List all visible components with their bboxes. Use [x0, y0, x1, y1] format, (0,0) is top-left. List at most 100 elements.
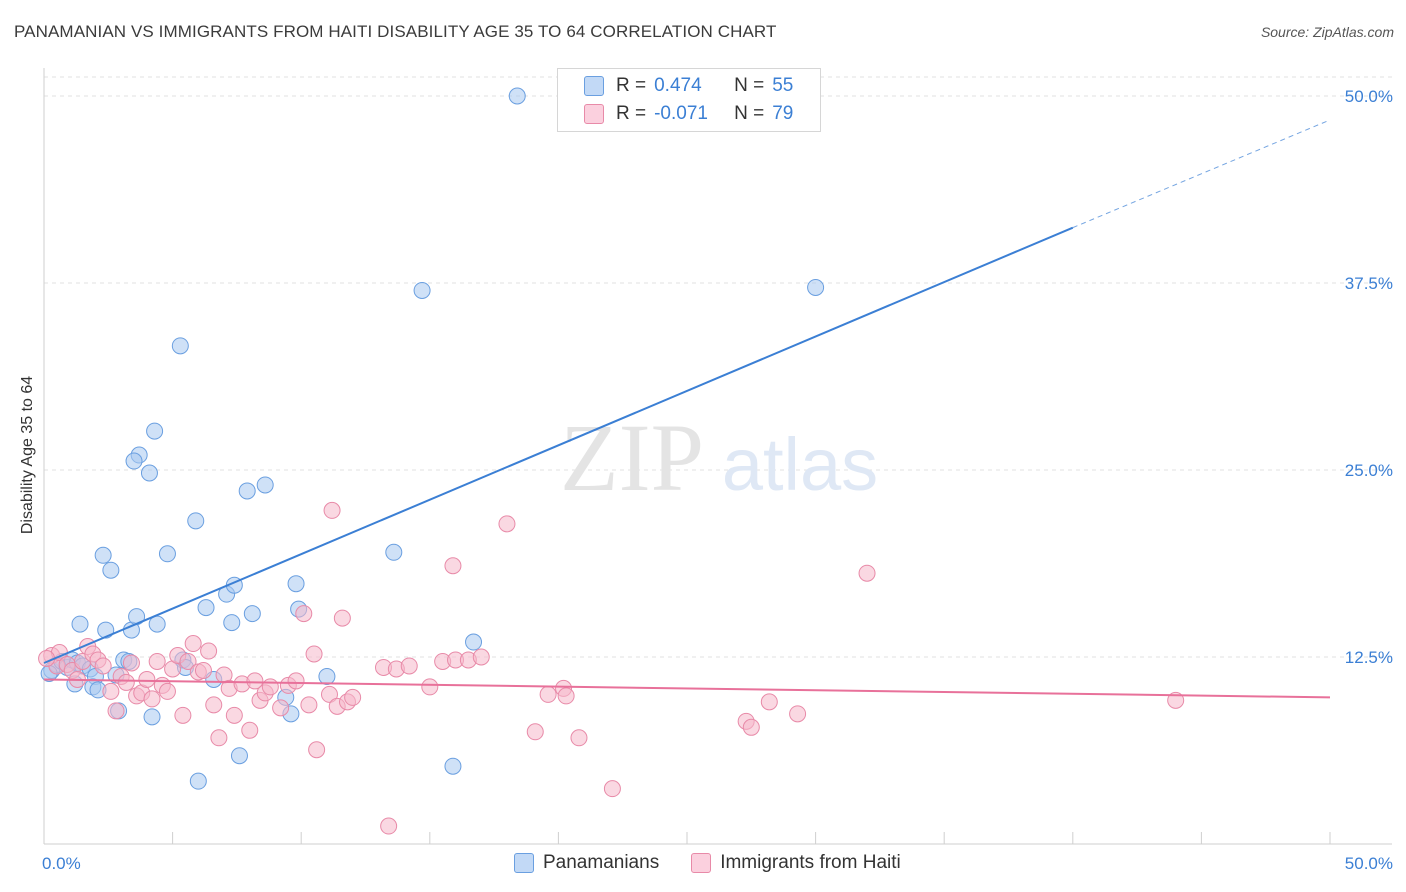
data-point	[557, 687, 575, 705]
y-axis-label: Disability Age 35 to 64	[19, 375, 36, 535]
data-point	[444, 757, 462, 775]
trend-extension-panamanians	[1072, 119, 1331, 229]
watermark: ZIP atlas	[560, 404, 878, 511]
data-point	[472, 648, 490, 666]
data-point	[194, 661, 212, 679]
legend-item-panamanians: Panamanians	[514, 852, 659, 874]
legend-row-haiti: R = -0.071 N = 79	[584, 102, 793, 126]
data-point	[261, 678, 279, 696]
legend-row-panamanians: R = 0.474 N = 55	[584, 74, 793, 98]
data-point	[125, 452, 143, 470]
legend-r-value: -0.071	[654, 103, 708, 124]
trend-line-haiti	[43, 678, 1331, 699]
legend-item-haiti: Immigrants from Haiti	[691, 852, 901, 874]
legend-n-value: 79	[772, 103, 794, 124]
data-point	[230, 747, 248, 765]
data-point	[318, 667, 336, 685]
data-point	[158, 545, 176, 563]
data-point	[102, 682, 120, 700]
trend-line-panamanians	[43, 226, 1074, 664]
data-point	[344, 688, 362, 706]
y-tick-label: 12.5%	[1345, 648, 1393, 667]
data-point	[107, 702, 125, 720]
data-point	[256, 476, 274, 494]
y-tick-label: 50.0%	[1345, 87, 1393, 106]
y-tick-label: 37.5%	[1345, 274, 1393, 293]
data-point	[122, 654, 140, 672]
legend-swatch-haiti	[584, 104, 604, 124]
data-point	[179, 652, 197, 670]
data-point	[421, 678, 439, 696]
data-point	[570, 729, 588, 747]
series-legend: Panamanians Immigrants from Haiti	[514, 852, 933, 874]
data-point	[71, 615, 89, 633]
data-point	[241, 721, 259, 739]
data-point	[508, 87, 526, 105]
data-point	[333, 609, 351, 627]
trend-lines	[43, 119, 1331, 699]
correlation-legend: R = 0.474 N = 55 R = -0.071 N = 79	[557, 68, 821, 132]
data-point	[158, 682, 176, 700]
data-point	[143, 708, 161, 726]
legend-swatch-haiti	[691, 853, 712, 873]
data-point	[444, 557, 462, 575]
legend-n-value: 55	[772, 75, 794, 96]
tick-labels: 12.5% 25.0% 37.5% 50.0% 0.0% 50.0%	[42, 87, 1393, 873]
legend-swatch-panamanians	[514, 853, 534, 873]
grid-lines	[44, 76, 1392, 658]
series-haiti	[38, 501, 1185, 835]
data-point	[789, 705, 807, 723]
data-point	[807, 278, 825, 296]
data-point	[300, 696, 318, 714]
data-point	[174, 706, 192, 724]
data-point	[539, 685, 557, 703]
data-point	[102, 561, 120, 579]
legend-n-label: N =	[734, 103, 765, 124]
data-point	[189, 772, 207, 790]
data-point	[205, 696, 223, 714]
x-tick-label: 50.0%	[1345, 854, 1393, 873]
data-point	[308, 741, 326, 759]
data-point	[223, 614, 241, 632]
data-point	[94, 546, 112, 564]
legend-r-value: 0.474	[654, 75, 702, 96]
axes	[43, 68, 1392, 845]
legend-r-label: R =	[616, 103, 647, 124]
data-point	[238, 482, 256, 500]
data-point	[148, 652, 166, 670]
data-point	[97, 621, 115, 639]
data-point	[246, 672, 264, 690]
data-point	[184, 635, 202, 653]
legend-label-haiti: Immigrants from Haiti	[720, 852, 901, 873]
data-point	[380, 817, 398, 835]
data-point	[243, 605, 261, 623]
data-point	[413, 281, 431, 299]
data-point	[323, 501, 341, 519]
data-point	[465, 633, 483, 651]
data-point	[146, 422, 164, 440]
data-point	[320, 685, 338, 703]
data-point	[117, 673, 135, 691]
x-tick-label: 0.0%	[42, 854, 81, 873]
data-point	[138, 670, 156, 688]
legend-label-panamanians: Panamanians	[543, 852, 660, 873]
data-point	[742, 718, 760, 736]
data-point	[858, 564, 876, 582]
data-point	[295, 605, 313, 623]
data-point	[197, 599, 215, 617]
chart-title: PANAMANIAN VS IMMIGRANTS FROM HAITI DISA…	[14, 22, 777, 41]
data-point	[225, 706, 243, 724]
data-point	[760, 693, 778, 711]
data-point	[400, 657, 418, 675]
legend-swatch-panamanians	[584, 76, 604, 96]
data-point	[287, 575, 305, 593]
data-point	[305, 645, 323, 663]
data-point	[385, 543, 403, 561]
data-point	[171, 337, 189, 355]
data-point	[94, 657, 112, 675]
data-point	[287, 672, 305, 690]
data-point	[210, 729, 228, 747]
data-point	[200, 642, 218, 660]
data-point	[272, 699, 290, 717]
